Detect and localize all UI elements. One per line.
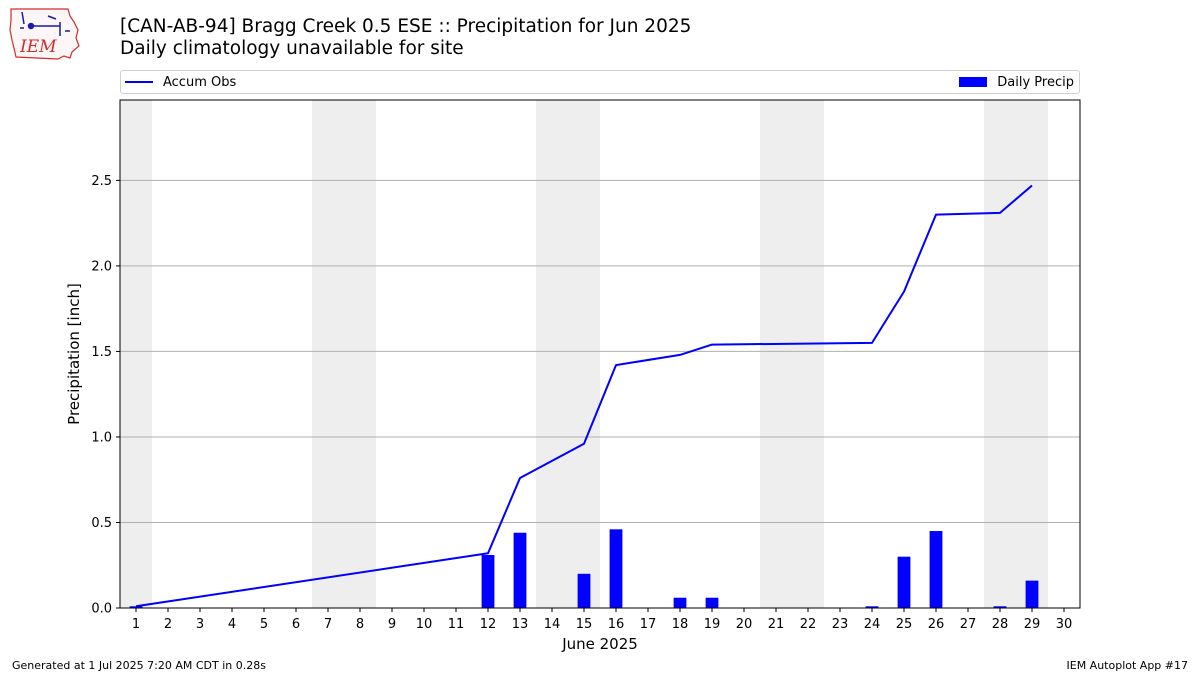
x-tick-label: 1 (132, 617, 140, 632)
chart-subtitle: Daily climatology unavailable for site (120, 38, 464, 59)
daily-precip-bar-day-19 (705, 597, 719, 608)
x-tick-label: 22 (800, 617, 817, 632)
x-tick-label: 4 (228, 617, 236, 632)
weekend-shade-day-28 (984, 100, 1016, 608)
y-tick-label: 0.0 (91, 602, 112, 617)
daily-precip-bar-day-26 (929, 531, 943, 608)
x-tick-label: 15 (576, 617, 593, 632)
logo-text: IEM (19, 37, 57, 57)
x-tick-label: 2 (164, 617, 172, 632)
weekend-shade-day-22 (792, 100, 824, 608)
daily-precip-bar-day-13 (513, 532, 527, 608)
x-tick-label: 29 (1024, 617, 1041, 632)
weekend-shading (120, 100, 1048, 608)
x-tick-label: 25 (896, 617, 913, 632)
legend-bar-swatch (959, 77, 988, 87)
y-axis-label: Precipitation [inch] (65, 283, 83, 425)
x-tick-label: 13 (512, 617, 529, 632)
daily-precip-bar-day-29 (1025, 580, 1039, 608)
accum-obs-line-group (135, 184, 1033, 608)
x-tick-label: 10 (416, 617, 433, 632)
x-tick-label: 3 (196, 617, 204, 632)
daily-precip-bar-day-28 (993, 606, 1007, 608)
chart-title-block: [CAN-AB-94] Bragg Creek 0.5 ESE :: Preci… (120, 16, 691, 60)
x-tick-label: 14 (544, 617, 561, 632)
weekend-shade-day-1 (120, 100, 152, 608)
daily-precip-bar-day-18 (673, 597, 687, 608)
daily-precip-bars (129, 529, 1039, 608)
weekend-shade-day-15 (568, 100, 600, 608)
x-tick-label: 26 (928, 617, 945, 632)
x-tick-label: 19 (704, 617, 721, 632)
daily-precip-bar-day-16 (609, 529, 623, 608)
legend-item-daily-precip: Daily Precip (959, 71, 1074, 93)
grid-lines (120, 179, 1080, 523)
generated-timestamp: Generated at 1 Jul 2025 7:20 AM CDT in 0… (12, 659, 266, 672)
plot-frame (119, 99, 1081, 609)
x-tick-label: 16 (608, 617, 625, 632)
x-tick-label: 24 (864, 617, 881, 632)
y-tick-label: 2.5 (91, 174, 112, 189)
x-tick-label: 18 (672, 617, 689, 632)
legend-item-accum-obs: Accum Obs (125, 71, 236, 93)
x-tick-label: 20 (736, 617, 753, 632)
x-tick-label: 12 (480, 617, 497, 632)
x-axis-label: June 2025 (561, 635, 638, 653)
daily-precip-bar-day-15 (577, 573, 591, 608)
x-tick-label: 28 (992, 617, 1009, 632)
daily-precip-bar-day-1 (129, 606, 143, 608)
weekend-shade-day-8 (344, 100, 376, 608)
legend: Accum Obs Daily Precip (120, 70, 1080, 94)
y-axis-ticks: 0.0 0.5 1.0 1.5 2.0 2.5 (91, 174, 120, 617)
legend-line-swatch (125, 81, 153, 83)
y-tick-label: 2.0 (91, 259, 112, 274)
iem-logo: IEM (8, 6, 82, 60)
y-tick-label: 0.5 (91, 516, 112, 531)
legend-label-daily-precip: Daily Precip (997, 74, 1074, 90)
chart-title: [CAN-AB-94] Bragg Creek 0.5 ESE :: Preci… (120, 16, 692, 37)
x-tick-label: 27 (960, 617, 977, 632)
x-tick-label: 11 (448, 617, 465, 632)
weekend-shade-day-21 (760, 100, 792, 608)
x-tick-label: 21 (768, 617, 785, 632)
x-tick-label: 8 (356, 617, 364, 632)
x-tick-label: 23 (832, 617, 849, 632)
x-tick-label: 9 (388, 617, 396, 632)
accum-obs-line (135, 184, 1033, 608)
weekend-shade-day-7 (312, 100, 344, 608)
x-tick-label: 5 (260, 617, 268, 632)
daily-precip-bar-day-25 (897, 556, 911, 608)
y-tick-label: 1.5 (91, 345, 112, 360)
x-tick-label: 30 (1056, 617, 1073, 632)
x-tick-label: 7 (324, 617, 332, 632)
daily-precip-bar-day-12 (481, 554, 495, 608)
y-tick-label: 1.0 (91, 430, 112, 445)
x-tick-label: 6 (292, 617, 300, 632)
weekend-shade-day-29 (1016, 100, 1048, 608)
x-tick-label: 17 (640, 617, 657, 632)
app-credit: IEM Autoplot App #17 (1066, 659, 1189, 672)
weekend-shade-day-14 (536, 100, 568, 608)
legend-label-accum-obs: Accum Obs (163, 74, 237, 90)
x-axis-ticks: 1 2 3 4 5 6 7 8 9 10 11 12 13 14 15 16 17 18 19 20 21 22 23 24 2… (132, 608, 1072, 632)
daily-precip-bar-day-24 (865, 606, 879, 608)
